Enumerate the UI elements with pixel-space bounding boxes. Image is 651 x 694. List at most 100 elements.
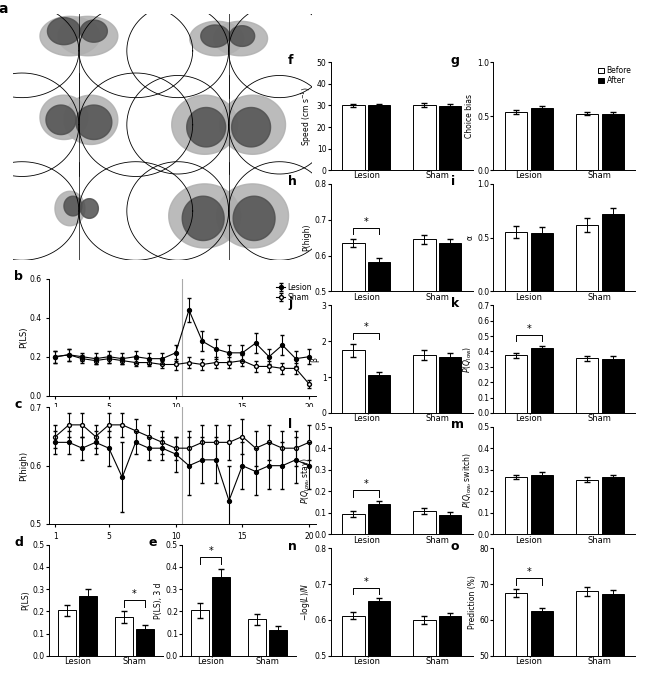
Polygon shape bbox=[64, 196, 82, 216]
Bar bbox=[439, 616, 462, 694]
Text: c: c bbox=[14, 398, 21, 411]
Bar bbox=[248, 619, 266, 656]
Polygon shape bbox=[79, 73, 193, 176]
Polygon shape bbox=[76, 105, 112, 139]
Bar bbox=[505, 232, 527, 291]
Polygon shape bbox=[230, 26, 255, 46]
Text: a: a bbox=[0, 1, 8, 15]
Bar bbox=[368, 105, 391, 170]
Polygon shape bbox=[201, 25, 230, 47]
Polygon shape bbox=[219, 95, 286, 154]
Polygon shape bbox=[40, 95, 88, 139]
Bar bbox=[368, 375, 391, 413]
Bar bbox=[505, 593, 527, 694]
Polygon shape bbox=[172, 95, 238, 154]
Bar bbox=[505, 477, 527, 534]
Bar bbox=[531, 611, 553, 694]
Bar bbox=[602, 359, 624, 413]
Bar bbox=[602, 477, 624, 534]
Bar bbox=[575, 226, 598, 291]
Y-axis label: P(high): P(high) bbox=[303, 224, 312, 251]
Text: *: * bbox=[527, 324, 531, 334]
Bar bbox=[602, 114, 624, 170]
Polygon shape bbox=[217, 184, 288, 248]
Text: n: n bbox=[288, 540, 297, 552]
Bar bbox=[602, 594, 624, 694]
Text: i: i bbox=[451, 176, 455, 188]
Y-axis label: Choice bias: Choice bias bbox=[465, 94, 475, 138]
Bar bbox=[413, 620, 436, 694]
Y-axis label: Speed (cm s$^{-1}$): Speed (cm s$^{-1}$) bbox=[299, 86, 314, 146]
Bar bbox=[191, 610, 210, 656]
Bar bbox=[115, 617, 133, 656]
Legend: Lesion, Sham: Lesion, Sham bbox=[276, 283, 312, 302]
Text: *: * bbox=[364, 479, 368, 489]
Text: o: o bbox=[451, 540, 460, 552]
Y-axis label: P(LS), 3 d: P(LS), 3 d bbox=[154, 582, 163, 618]
Polygon shape bbox=[58, 17, 118, 56]
Bar bbox=[79, 596, 97, 656]
Polygon shape bbox=[187, 108, 226, 147]
Bar bbox=[342, 350, 365, 413]
Text: *: * bbox=[527, 567, 531, 577]
Polygon shape bbox=[46, 105, 76, 135]
Bar bbox=[413, 239, 436, 471]
Bar bbox=[439, 243, 462, 471]
Bar bbox=[505, 112, 527, 170]
Polygon shape bbox=[169, 184, 241, 248]
Bar bbox=[135, 629, 154, 656]
Polygon shape bbox=[40, 17, 100, 56]
Bar bbox=[531, 348, 553, 413]
Bar bbox=[342, 514, 365, 534]
Text: *: * bbox=[364, 322, 368, 332]
Text: d: d bbox=[14, 536, 23, 549]
Bar bbox=[269, 629, 287, 656]
Polygon shape bbox=[0, 4, 79, 98]
Bar bbox=[531, 475, 553, 534]
Bar bbox=[342, 105, 365, 170]
Polygon shape bbox=[127, 162, 229, 260]
Bar bbox=[368, 504, 391, 534]
Polygon shape bbox=[229, 4, 331, 98]
Polygon shape bbox=[127, 76, 229, 174]
Polygon shape bbox=[0, 73, 79, 176]
Polygon shape bbox=[229, 76, 331, 174]
Polygon shape bbox=[233, 196, 275, 241]
Text: e: e bbox=[148, 536, 157, 549]
Text: *: * bbox=[208, 546, 213, 557]
Polygon shape bbox=[0, 162, 79, 260]
Polygon shape bbox=[182, 196, 224, 241]
Text: b: b bbox=[14, 270, 23, 282]
Text: *: * bbox=[364, 217, 368, 227]
Polygon shape bbox=[229, 162, 331, 260]
Text: *: * bbox=[132, 589, 137, 599]
Polygon shape bbox=[79, 162, 193, 260]
Y-axis label: $P(Q_{\rm low},\rm stay)$: $P(Q_{\rm low},\rm stay)$ bbox=[299, 457, 312, 505]
Bar bbox=[505, 355, 527, 413]
Y-axis label: $P(Q_{\rm low})$: $P(Q_{\rm low})$ bbox=[462, 346, 475, 373]
Text: h: h bbox=[288, 176, 297, 188]
Bar bbox=[439, 357, 462, 413]
Y-axis label: P(LS): P(LS) bbox=[19, 327, 28, 348]
Bar bbox=[342, 616, 365, 694]
Y-axis label: P(LS): P(LS) bbox=[21, 591, 30, 610]
Polygon shape bbox=[214, 22, 268, 56]
Text: *: * bbox=[364, 577, 368, 586]
Polygon shape bbox=[189, 22, 243, 56]
Polygon shape bbox=[64, 95, 118, 144]
Bar bbox=[58, 610, 76, 656]
Bar bbox=[439, 514, 462, 534]
Text: g: g bbox=[451, 54, 460, 67]
Legend: Before, After: Before, After bbox=[598, 67, 631, 85]
Bar bbox=[531, 108, 553, 170]
Polygon shape bbox=[79, 4, 193, 98]
Bar bbox=[212, 577, 230, 656]
Polygon shape bbox=[81, 20, 107, 42]
Bar bbox=[439, 106, 462, 170]
Bar bbox=[531, 233, 553, 291]
Text: j: j bbox=[288, 297, 292, 310]
Bar bbox=[575, 480, 598, 534]
Polygon shape bbox=[48, 17, 81, 44]
Y-axis label: P(high): P(high) bbox=[19, 450, 28, 481]
Y-axis label: $-\log(L)/N$: $-\log(L)/N$ bbox=[299, 583, 312, 621]
